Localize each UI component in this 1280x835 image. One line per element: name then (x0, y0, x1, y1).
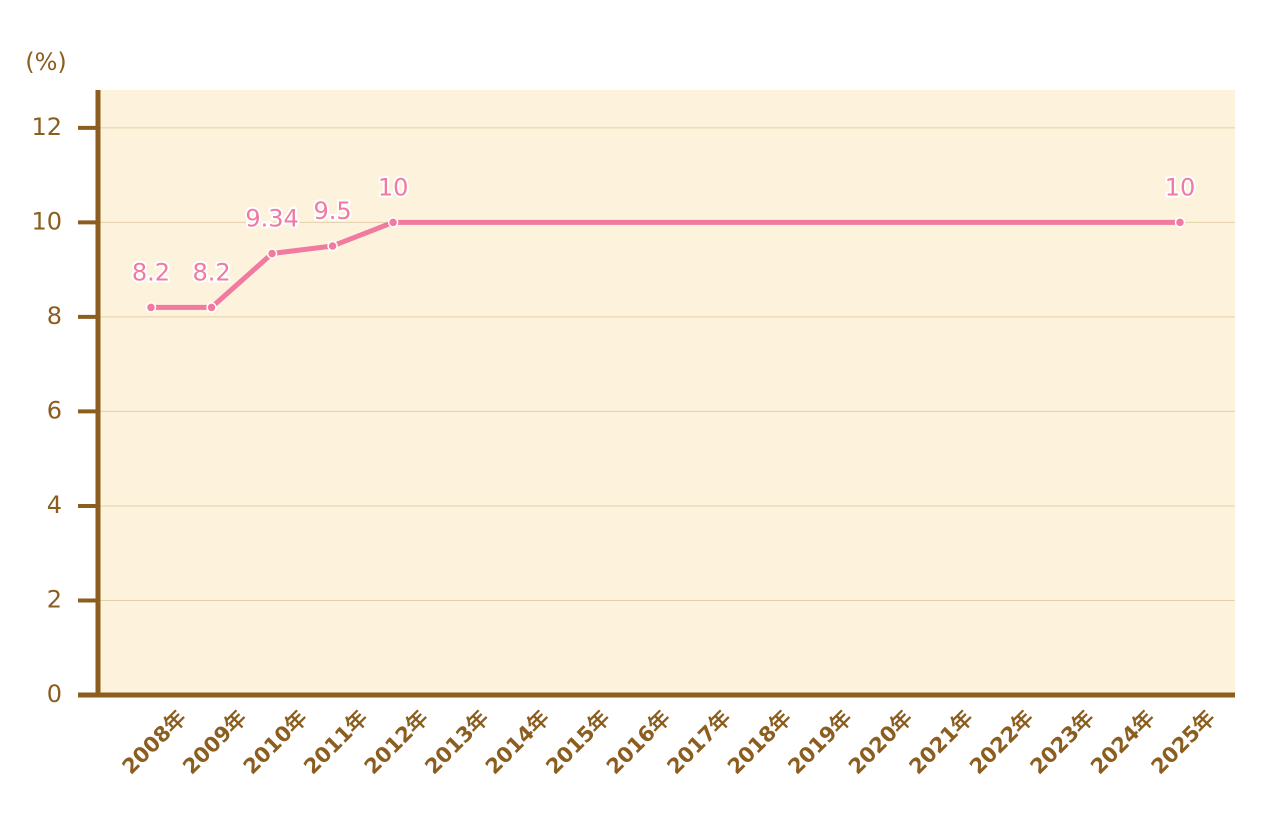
data-label: 9.34 (245, 205, 298, 233)
data-label: 9.5 (314, 197, 352, 225)
data-point (387, 217, 399, 228)
y-tick-label: 12 (31, 113, 62, 141)
x-tick-label: 2025年 (1147, 706, 1220, 779)
x-tick-label: 2019年 (783, 706, 856, 779)
data-label: 10 (1165, 173, 1196, 201)
data-point (206, 302, 217, 313)
data-label: 10 (378, 173, 409, 201)
x-tick-label: 2024年 (1086, 706, 1159, 779)
x-tick-label: 2013年 (420, 706, 493, 779)
x-tick-label: 2018年 (723, 706, 796, 779)
data-point (266, 248, 278, 259)
plot-background (98, 90, 1235, 695)
x-tick-label: 2010年 (239, 706, 312, 779)
y-tick-label: 8 (47, 302, 62, 330)
y-tick-label: 4 (47, 491, 62, 519)
x-tick-label: 2009年 (178, 706, 251, 779)
y-axis-label: (%) (25, 48, 67, 76)
x-tick-label: 2020年 (844, 706, 917, 779)
y-tick-label: 0 (47, 680, 62, 708)
data-label: 8.2 (132, 258, 170, 286)
x-tick-label: 2021年 (905, 706, 978, 779)
x-tick-label: 2011年 (299, 706, 372, 779)
x-tick-label: 2014年 (481, 706, 554, 779)
x-tick-label: 2008年 (118, 706, 191, 779)
data-point (327, 240, 338, 252)
x-tick-label: 2023年 (1026, 706, 1099, 779)
y-tick-label: 6 (47, 396, 62, 424)
x-tick-label: 2015年 (541, 706, 614, 779)
y-tick-label: 2 (47, 585, 62, 613)
data-point (1174, 217, 1186, 228)
x-tick-label: 2016年 (602, 706, 675, 779)
data-label: 8.2 (192, 258, 230, 286)
data-point (145, 302, 157, 313)
y-tick-label: 10 (31, 207, 62, 235)
x-tick-label: 2022年 (965, 706, 1038, 779)
x-tick-label: 2012年 (360, 706, 433, 779)
x-tick-label: 2017年 (662, 706, 735, 779)
data-line (151, 219, 1180, 310)
